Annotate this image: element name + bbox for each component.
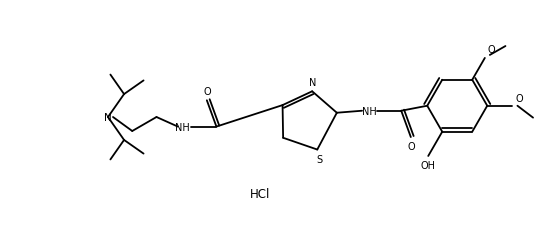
Text: O: O <box>488 45 496 55</box>
Text: O: O <box>407 141 414 151</box>
Text: NH: NH <box>175 122 190 132</box>
Text: S: S <box>316 154 323 164</box>
Text: NH: NH <box>361 106 377 116</box>
Text: O: O <box>203 87 211 97</box>
Text: N: N <box>310 78 317 88</box>
Text: HCl: HCl <box>250 188 270 201</box>
Text: OH: OH <box>421 160 436 170</box>
Text: N: N <box>104 112 112 122</box>
Text: O: O <box>515 93 523 103</box>
